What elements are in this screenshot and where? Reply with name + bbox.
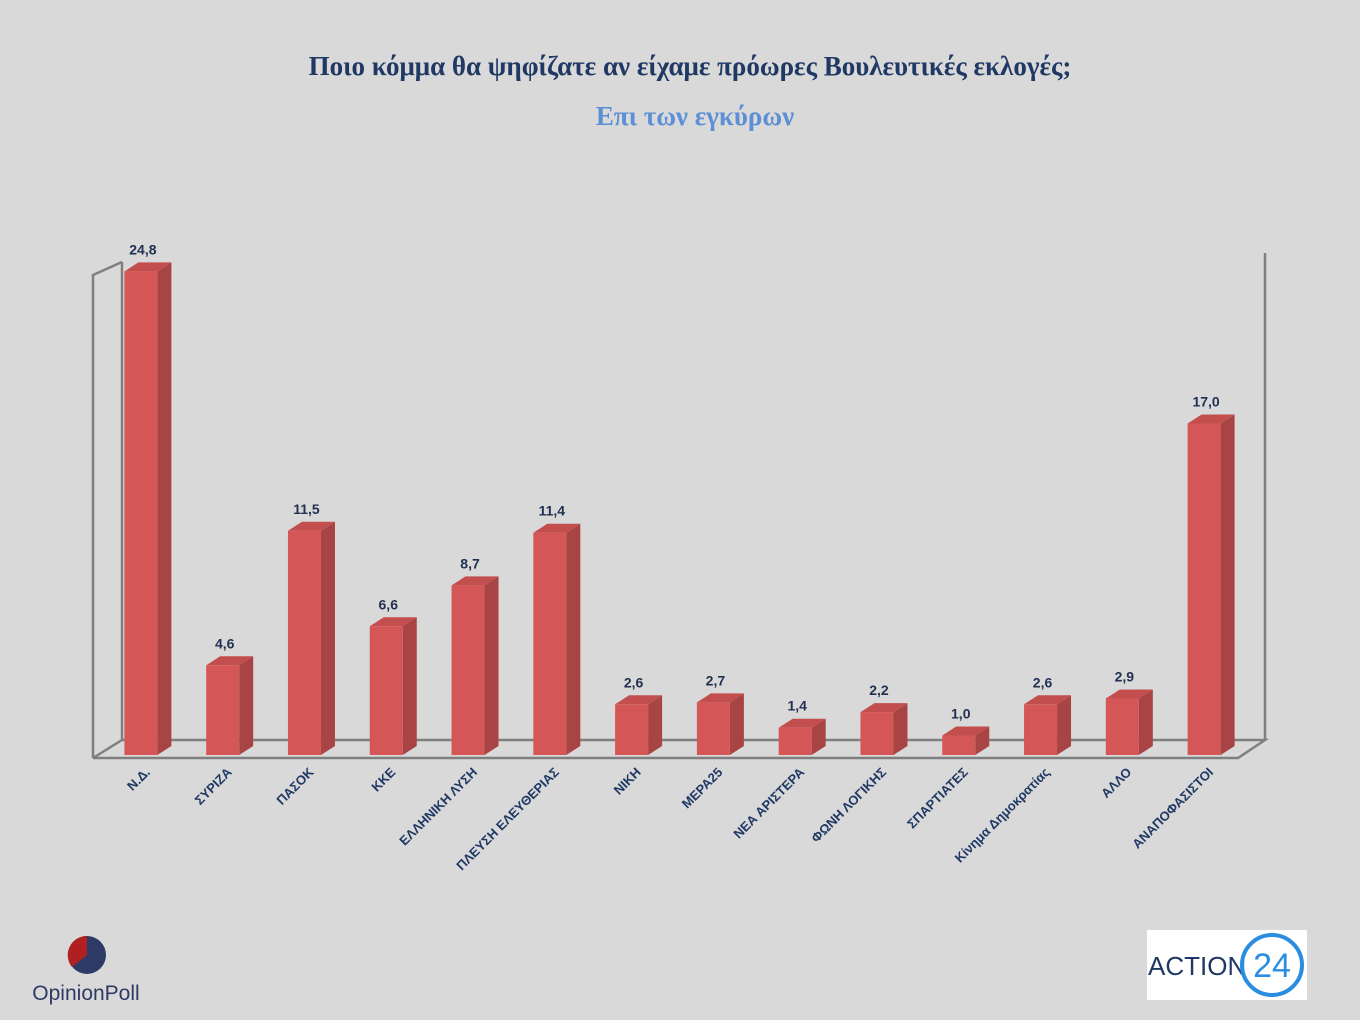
bar [1105, 698, 1139, 755]
logo-icon-slice [67, 935, 87, 967]
bar-side [729, 693, 744, 755]
bar-side [1057, 695, 1072, 755]
value-label: 2,6 [1033, 674, 1053, 690]
bar-top [615, 695, 663, 705]
value-label: 4,6 [215, 635, 235, 651]
bar-top [206, 656, 254, 666]
value-label: 2,6 [624, 674, 644, 690]
bar-top [451, 576, 499, 586]
bar [1187, 423, 1221, 755]
bar-side [484, 576, 499, 755]
left-wall [91, 260, 123, 758]
bar-side [402, 617, 417, 755]
bar [778, 727, 812, 755]
value-label: 8,7 [460, 555, 480, 571]
value-label: 6,6 [379, 596, 399, 612]
value-label: 1,4 [787, 698, 807, 714]
logo-right-number: 24 [1253, 947, 1291, 985]
bar-top [942, 726, 990, 736]
chart-subtitle: Επι των εγκύρων [596, 101, 794, 131]
bar [287, 530, 321, 755]
value-label: 2,2 [869, 682, 889, 698]
logo-left: OpinionPoll [32, 982, 139, 1005]
bar [615, 704, 649, 755]
bar [369, 626, 403, 755]
value-label: 11,5 [293, 501, 320, 517]
bar-side [320, 521, 335, 755]
logo-right-ring [1240, 933, 1304, 997]
value-label: 11,4 [539, 503, 566, 519]
bar-top [778, 718, 826, 728]
bar-top [1105, 689, 1153, 699]
bar-top [1187, 414, 1235, 424]
bar [860, 712, 894, 755]
bar-side [975, 726, 990, 755]
bar-side [811, 718, 826, 755]
bar-side [157, 262, 172, 755]
bar-side [1220, 414, 1235, 755]
bar-top [860, 703, 908, 713]
bar-top [124, 262, 172, 272]
bar-top [369, 617, 417, 627]
logo-right-box [1147, 930, 1307, 1000]
bar-side [1138, 689, 1153, 755]
value-label: 2,7 [706, 672, 726, 688]
bar-side [239, 656, 254, 755]
value-label: 1,0 [951, 706, 971, 722]
value-label: 2,9 [1115, 668, 1135, 684]
bar-side [893, 703, 908, 755]
chart-title: Ποιο κόμμα θα ψηφίζατε αν είχαμε πρόωρες… [309, 51, 1072, 81]
bar [206, 665, 240, 755]
bar-side [648, 695, 663, 755]
bar-top [533, 523, 581, 533]
plot-walls [91, 253, 1270, 760]
value-label: 24,8 [129, 241, 156, 257]
logo-right-word: ACTION [1148, 951, 1246, 981]
bar [451, 585, 485, 755]
bar-top [1024, 695, 1072, 705]
bar-top [696, 693, 744, 703]
bar [942, 735, 976, 755]
bar-top [287, 521, 335, 531]
bar [1024, 704, 1058, 755]
bar [696, 702, 730, 755]
bar [124, 271, 158, 755]
bar [533, 532, 567, 755]
value-label: 17,0 [1192, 394, 1219, 410]
bar-side [566, 523, 581, 755]
